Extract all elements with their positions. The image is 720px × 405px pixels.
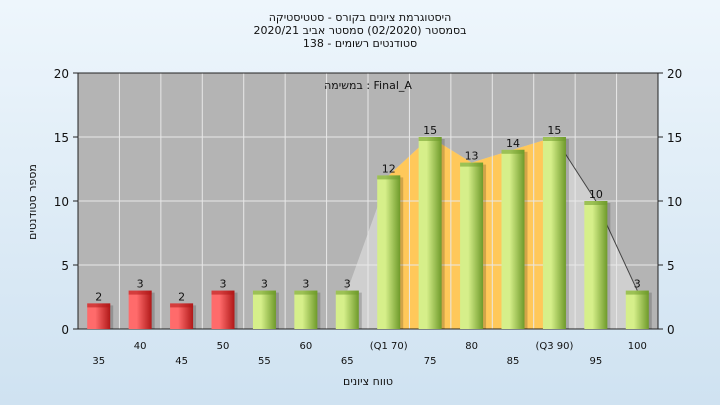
data-label: 3	[137, 278, 144, 291]
data-label: 3	[302, 278, 309, 291]
y-tick-label-right: 0	[667, 323, 675, 337]
bar-40	[128, 290, 152, 329]
data-label: 15	[547, 124, 561, 137]
data-label: 3	[344, 278, 351, 291]
y-tick-label-left: 20	[54, 67, 69, 81]
data-label: 12	[382, 162, 396, 175]
bar-95	[584, 201, 608, 329]
y-tick-label-right: 5	[667, 259, 675, 273]
chart-title-line-3: סטודנטים רשומים - 138	[303, 37, 417, 50]
y-tick-label-left: 10	[54, 195, 69, 209]
data-label: 3	[261, 278, 268, 291]
bar-cap	[170, 303, 194, 308]
bar-65	[335, 290, 359, 329]
bar-45	[170, 303, 194, 329]
x-tick-label: 95	[589, 356, 602, 367]
data-label: 14	[506, 137, 520, 150]
bar-cap	[211, 290, 235, 295]
y-axis-right: 0 5 10 15 20	[658, 67, 682, 337]
x-tick-label: 35	[92, 356, 105, 367]
bar-cap	[377, 175, 401, 180]
bar-cap	[542, 137, 566, 141]
x-axis: 35 40 45 50 55 60 65 (Q1 70) 75 80 85 (Q3 90) 95 100	[92, 341, 646, 367]
bar-Q1-70	[377, 175, 401, 329]
x-tick-label: 65	[341, 356, 354, 367]
data-labels: 2 3 2 3 3 3 3 12 15 13 14 15 10 3	[95, 124, 641, 303]
x-tick-label: 85	[507, 356, 520, 367]
bar-100	[625, 290, 649, 329]
y-tick-label-right: 10	[667, 195, 682, 209]
bar-cap	[335, 290, 359, 295]
bar-85	[501, 149, 525, 329]
data-label: 15	[423, 124, 437, 137]
data-label: 13	[465, 150, 479, 163]
y-tick-label-right: 15	[667, 131, 682, 145]
bar-cap	[625, 290, 649, 295]
y-axis-left: 0 5 10 15 20	[54, 67, 78, 337]
x-tick-label: 55	[258, 356, 271, 367]
bars	[87, 137, 652, 329]
bar-60	[294, 290, 318, 329]
x-tick-label: 75	[424, 356, 437, 367]
y-tick-label-left: 15	[54, 131, 69, 145]
bar-Q3-90	[542, 137, 566, 329]
x-tick-label: 60	[299, 341, 312, 352]
y-tick-label-left: 0	[61, 323, 69, 337]
data-label: 2	[178, 290, 185, 303]
x-tick-label: 100	[628, 341, 647, 352]
bar-cap	[501, 149, 525, 154]
y-tick-label-right: 20	[667, 67, 682, 81]
bar-cap	[128, 290, 152, 295]
bar-50	[211, 290, 235, 329]
bar-cap	[252, 290, 276, 295]
chart-title-line-1: היסטוגרמת ציונים בקורס - סטטיסטיקה	[269, 11, 452, 24]
bar-35	[87, 303, 111, 329]
bar-cap	[460, 162, 484, 167]
bar-cap	[87, 303, 111, 308]
data-label: 3	[220, 278, 227, 291]
bar-75	[418, 137, 442, 329]
x-tick-label: 40	[134, 341, 147, 352]
y-axis-title: מספר סטודנטים	[26, 164, 39, 240]
x-tick-label: 45	[175, 356, 188, 367]
x-tick-label: 50	[217, 341, 230, 352]
bar-cap	[294, 290, 318, 295]
assignment-annotation: במשימה : Final_A	[324, 79, 412, 92]
bar-80	[460, 162, 484, 329]
y-tick-label-left: 5	[61, 259, 69, 273]
data-label: 2	[95, 290, 102, 303]
bar-cap	[418, 137, 442, 141]
x-tick-label: 80	[465, 341, 478, 352]
bar-cap	[584, 201, 608, 205]
data-label: 10	[589, 188, 603, 201]
x-tick-label: (Q3 90)	[535, 341, 573, 352]
x-axis-title: טווח ציונים	[343, 375, 393, 388]
x-tick-label: (Q1 70)	[370, 341, 408, 352]
bar-55	[252, 290, 276, 329]
data-label: 3	[634, 278, 641, 291]
chart-title-line-2: בסמסטר (02/2020) סמסטר אביב 2020/21	[253, 24, 466, 37]
